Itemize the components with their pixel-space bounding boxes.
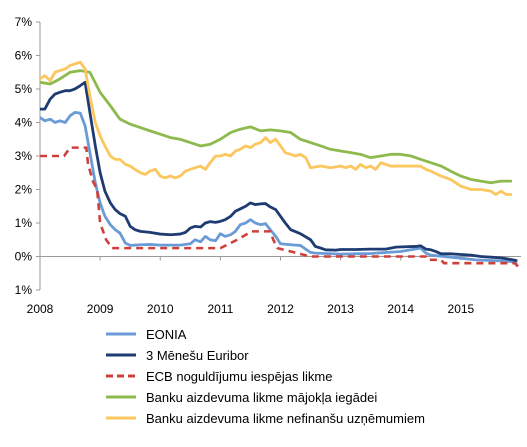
legend-label-2: ECB noguldījumu iespējas likme xyxy=(146,369,332,384)
y-tick-label: 0% xyxy=(15,250,33,264)
y-tick-label: 1% xyxy=(15,283,33,297)
y-tick-label: 1% xyxy=(15,216,33,230)
series-line-2 xyxy=(40,146,519,268)
x-tick-label: 2008 xyxy=(27,302,54,316)
y-tick-label: 5% xyxy=(15,82,33,96)
x-tick-label: 2011 xyxy=(207,302,233,316)
legend-label-4: Banku aizdevuma likme nefinanšu uzņēmumi… xyxy=(146,411,425,426)
y-tick-label: 7% xyxy=(15,15,33,29)
y-tick-label: 3% xyxy=(15,149,33,163)
legend-label-1: 3 Mēnešu Euribor xyxy=(146,348,249,363)
series-line-4 xyxy=(40,60,513,196)
series-line-0 xyxy=(40,111,518,265)
legend: EONIA 3 Mēnešu Euribor ECB noguldījumu ies… xyxy=(106,327,425,426)
x-tick-label: 2014 xyxy=(387,302,414,316)
x-tick-label: 2015 xyxy=(448,302,475,316)
y-tick-label: 6% xyxy=(15,49,33,63)
x-tick-label: 2012 xyxy=(267,302,294,316)
legend-label-3: Banku aizdevuma likme mājokļa iegādei xyxy=(146,390,377,405)
x-tick-label: 2013 xyxy=(327,302,354,316)
x-tick-label: 2009 xyxy=(87,302,114,316)
y-tick-label: 4% xyxy=(15,116,33,130)
y-tick-label: 2% xyxy=(15,183,33,197)
series-line-3 xyxy=(40,69,513,185)
plot-area: 7% 6% 5% 4% 3% 2% 1% 0% 1% 2008 2009 2010 2011 2012 20… xyxy=(15,15,521,316)
series-line-1 xyxy=(40,80,518,262)
x-tick-label: 2010 xyxy=(147,302,174,316)
legend-label-0: EONIA xyxy=(146,327,187,342)
